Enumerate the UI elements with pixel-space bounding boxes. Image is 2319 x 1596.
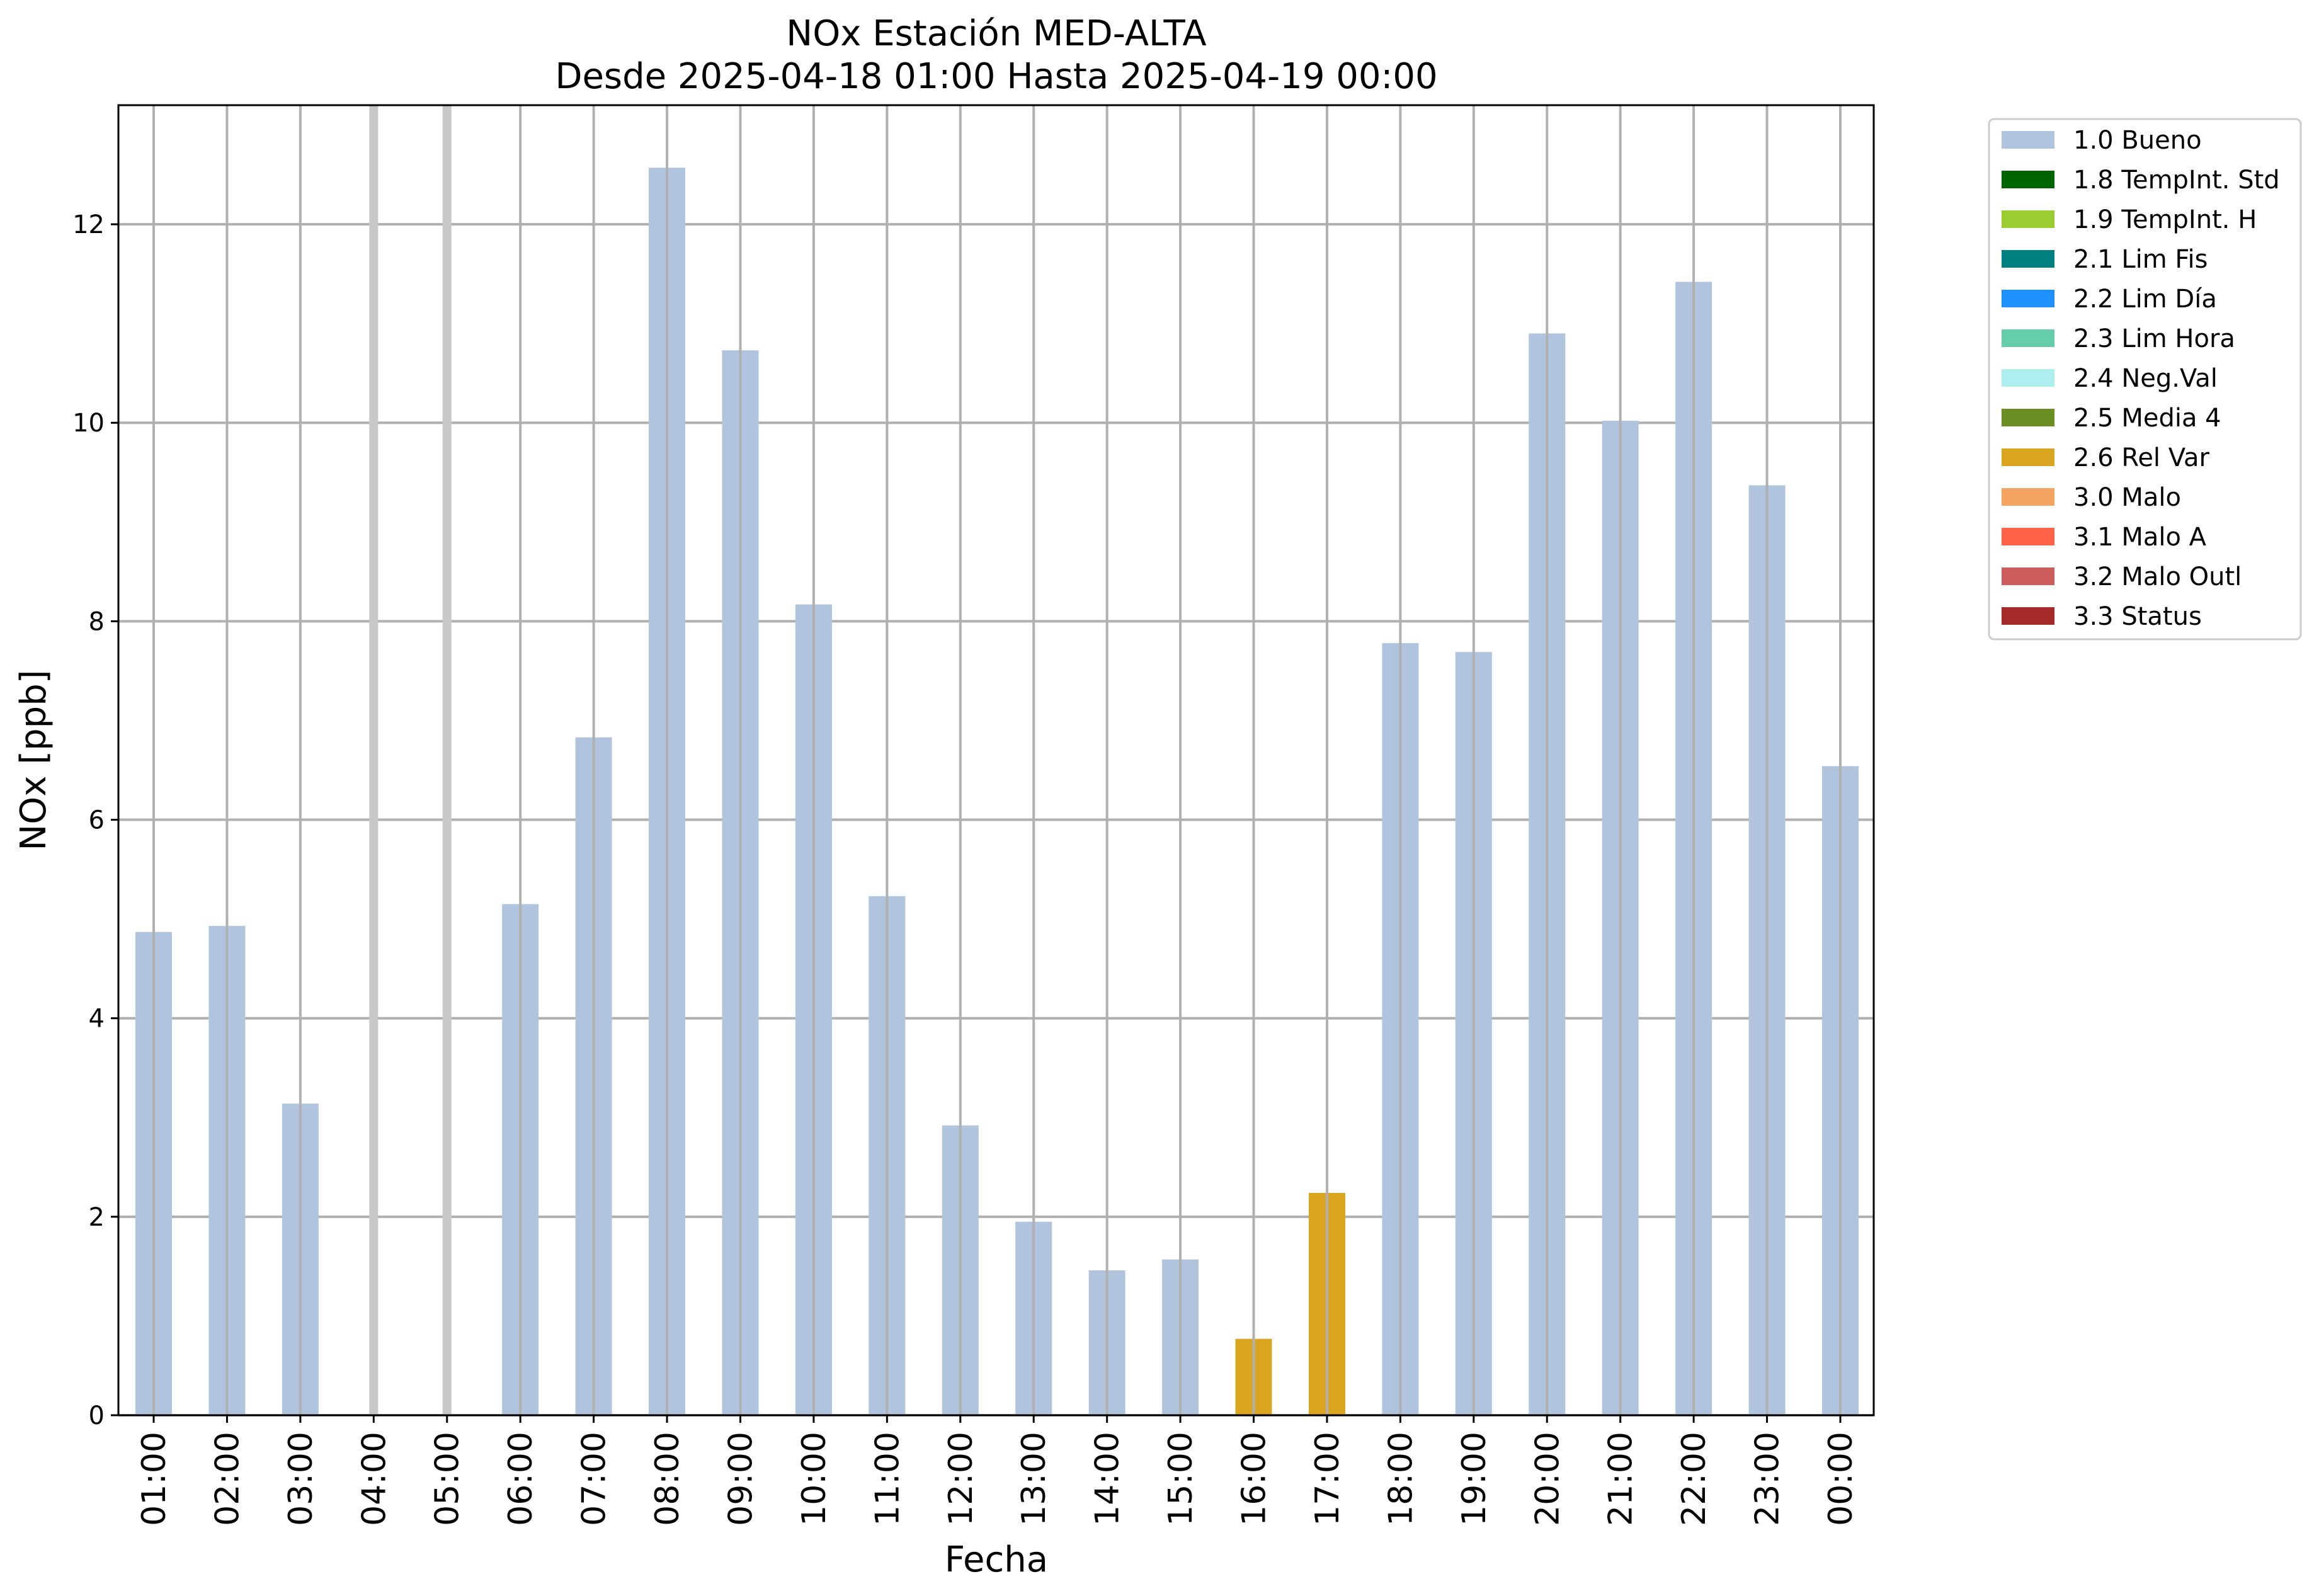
x-tick-label: 02:00 bbox=[208, 1432, 246, 1526]
x-tick-label: 03:00 bbox=[282, 1432, 320, 1526]
x-tick-label: 20:00 bbox=[1529, 1432, 1566, 1526]
plot-frame bbox=[117, 104, 1875, 1416]
legend: 1.0 Bueno 1.8 TempInt. Std 1.9 TempInt. H 2… bbox=[1988, 118, 2302, 641]
legend-label: 1.0 Bueno bbox=[2073, 126, 2202, 155]
x-tick-label: 10:00 bbox=[795, 1432, 833, 1526]
legend-label: 2.6 Rel Var bbox=[2073, 443, 2210, 472]
legend-label: 1.9 TempInt. H bbox=[2073, 205, 2257, 234]
legend-label: 3.3 Status bbox=[2073, 602, 2202, 631]
chart-subtitle: Desde 2025-04-18 01:00 Hasta 2025-04-19 … bbox=[555, 56, 1437, 97]
y-tick-label: 4 bbox=[89, 1005, 105, 1034]
legend-swatch bbox=[2002, 448, 2054, 466]
y-tick-label: 12 bbox=[72, 210, 105, 239]
legend-swatch bbox=[2002, 607, 2054, 625]
x-tick-label: 04:00 bbox=[355, 1432, 393, 1526]
x-tick-label: 23:00 bbox=[1749, 1432, 1787, 1526]
bars-layer bbox=[135, 168, 1859, 1416]
y-tick-label: 0 bbox=[89, 1401, 105, 1430]
legend-swatch bbox=[2002, 290, 2054, 307]
legend-items: 1.0 Bueno 1.8 TempInt. Std 1.9 TempInt. H 2… bbox=[2002, 126, 2280, 631]
legend-label: 3.2 Malo Outl bbox=[2073, 562, 2242, 591]
x-tick-label: 06:00 bbox=[502, 1432, 540, 1526]
legend-swatch bbox=[2002, 567, 2054, 585]
legend-swatch bbox=[2002, 210, 2054, 228]
y-tick-label: 10 bbox=[72, 409, 105, 438]
x-tick-label: 15:00 bbox=[1162, 1432, 1200, 1526]
x-tick-label: 07:00 bbox=[576, 1432, 613, 1526]
x-tick-label: 17:00 bbox=[1309, 1432, 1347, 1526]
legend-label: 3.1 Malo A bbox=[2073, 523, 2207, 552]
legend-label: 2.1 Lim Fis bbox=[2073, 245, 2208, 274]
x-tick-label: 09:00 bbox=[722, 1432, 760, 1526]
x-tick-label: 21:00 bbox=[1602, 1432, 1640, 1526]
legend-label: 2.2 Lim Día bbox=[2073, 285, 2217, 314]
y-tick-label: 2 bbox=[89, 1203, 105, 1232]
y-tick-label: 8 bbox=[89, 607, 105, 636]
legend-label: 1.8 TempInt. Std bbox=[2073, 166, 2280, 195]
x-tick-label: 16:00 bbox=[1236, 1432, 1273, 1526]
x-tick-label: 08:00 bbox=[649, 1432, 687, 1526]
legend-swatch bbox=[2002, 250, 2054, 268]
x-tick-label: 12:00 bbox=[942, 1432, 980, 1526]
legend-label: 3.0 Malo bbox=[2073, 483, 2181, 512]
x-tick-label: 01:00 bbox=[135, 1432, 173, 1526]
legend-swatch bbox=[2002, 369, 2054, 387]
legend-swatch bbox=[2002, 329, 2054, 347]
x-axis-label: Fecha bbox=[945, 1539, 1048, 1580]
x-tick-label: 19:00 bbox=[1456, 1432, 1493, 1526]
x-tick-label: 22:00 bbox=[1675, 1432, 1713, 1526]
legend-label: 2.3 Lim Hora bbox=[2073, 324, 2235, 353]
legend-label: 2.4 Neg.Val bbox=[2073, 364, 2218, 393]
legend-swatch bbox=[2002, 171, 2054, 188]
legend-frame bbox=[1988, 118, 2302, 641]
legend-swatch bbox=[2002, 131, 2054, 149]
x-tick-label: 00:00 bbox=[1822, 1432, 1860, 1526]
legend-label: 2.5 Media 4 bbox=[2073, 404, 2221, 433]
legend-swatch bbox=[2002, 528, 2054, 545]
chart-title: NOx Estación MED-ALTA bbox=[786, 13, 1206, 54]
y-axis-label: NOx [ppb] bbox=[13, 670, 54, 850]
ticks-layer: 0 2 4 6 8 10 12 01:00 02:00 03:00 04:00 05:00 06:00 0… bbox=[72, 210, 1860, 1526]
x-tick-label: 13:00 bbox=[1015, 1432, 1053, 1526]
x-tick-label: 14:00 bbox=[1089, 1432, 1127, 1526]
legend-swatch bbox=[2002, 488, 2054, 506]
x-tick-label: 18:00 bbox=[1382, 1432, 1420, 1526]
y-tick-label: 6 bbox=[89, 806, 105, 835]
legend-swatch bbox=[2002, 409, 2054, 426]
x-tick-label: 05:00 bbox=[429, 1432, 467, 1526]
x-tick-label: 11:00 bbox=[869, 1432, 906, 1526]
